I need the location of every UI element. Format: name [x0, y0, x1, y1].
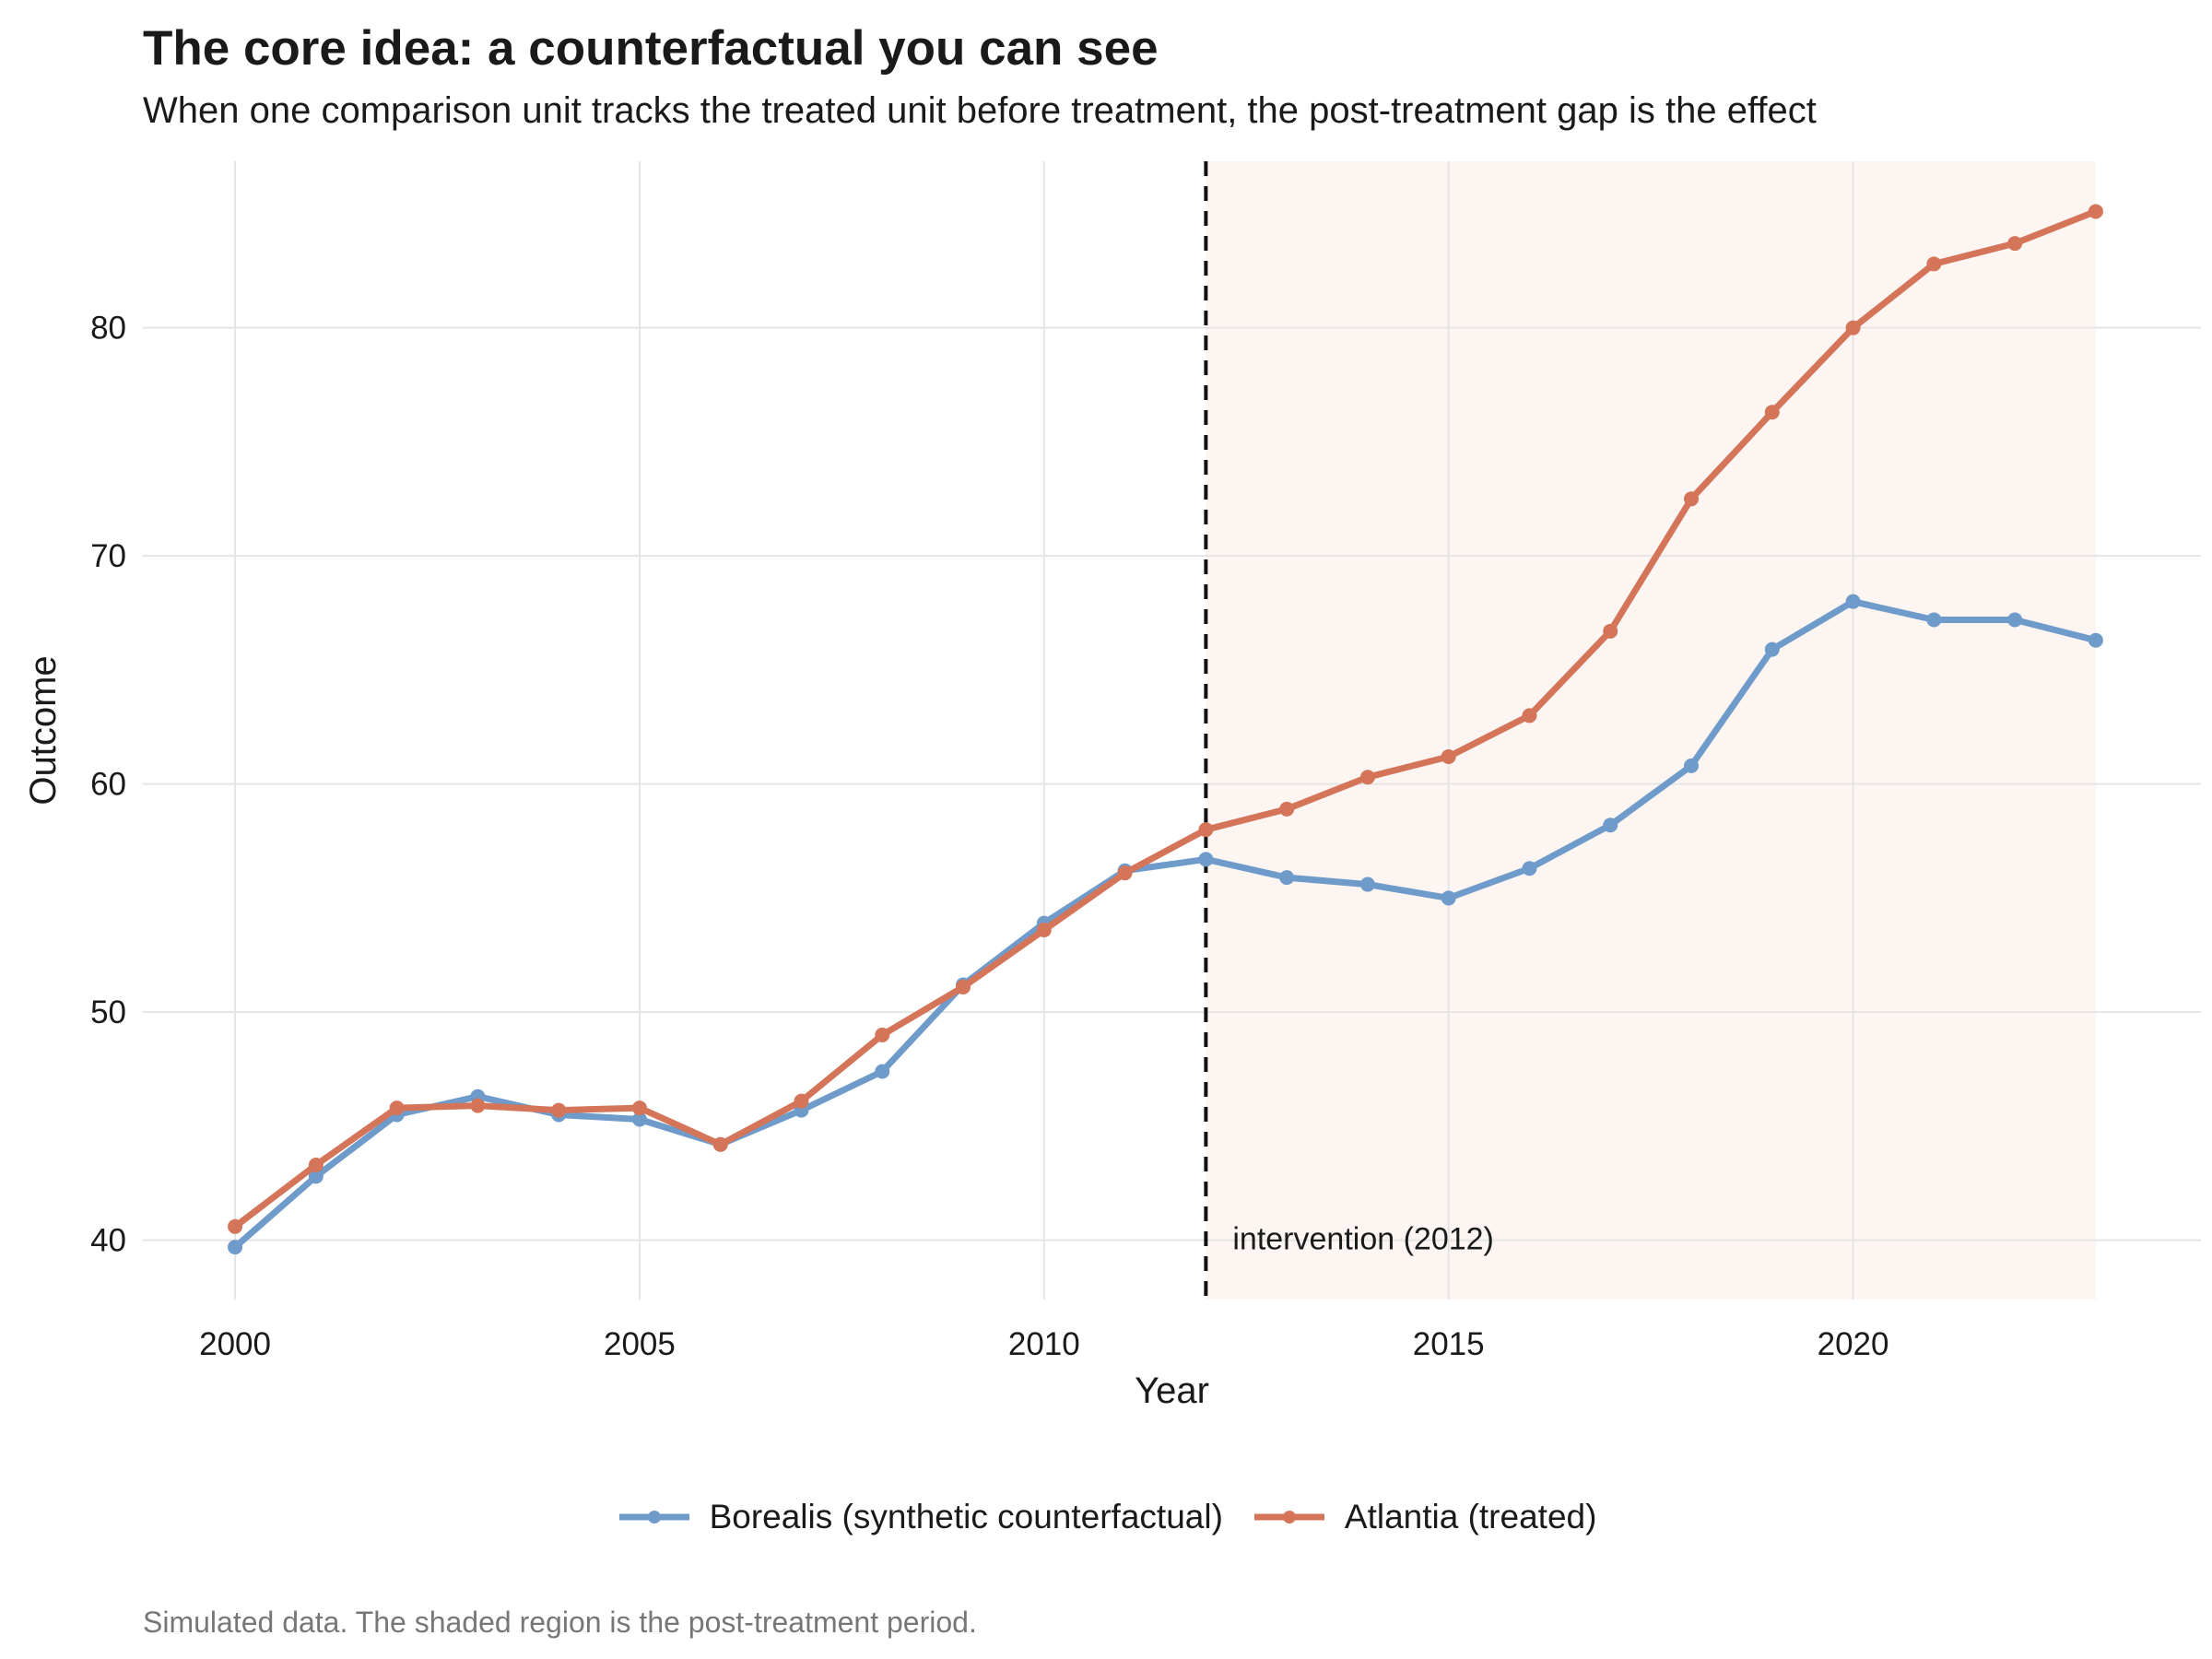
intervention-group: intervention (2012)	[1204, 161, 1494, 1300]
chart-caption: Simulated data. The shaded region is the…	[143, 1606, 977, 1639]
series-line-atlantia	[231, 207, 2100, 1230]
data-point-atlantia	[228, 1218, 243, 1234]
x-tick-label: 2000	[199, 1326, 271, 1362]
data-point-borealis	[308, 1169, 324, 1184]
legend-key-borealis	[618, 1511, 689, 1524]
x-tick-label: 2010	[1008, 1326, 1080, 1362]
data-point-atlantia	[712, 1136, 728, 1152]
data-point-borealis	[1603, 818, 1618, 833]
legend-key-atlantia	[1253, 1511, 1324, 1524]
data-point-atlantia	[1198, 822, 1214, 838]
data-point-borealis	[1684, 758, 1700, 773]
chart-title: The core idea: a counterfactual you can …	[143, 21, 1159, 76]
data-point-atlantia	[1764, 405, 1780, 420]
x-tick-label: 2015	[1413, 1326, 1485, 1362]
data-point-borealis	[1198, 852, 1214, 867]
data-point-borealis	[1845, 594, 1861, 609]
data-point-borealis	[875, 1064, 890, 1079]
data-point-atlantia	[1603, 623, 1618, 639]
data-point-atlantia	[389, 1100, 405, 1116]
legend-item-atlantia: Atlantia (treated)	[1251, 1498, 1597, 1536]
data-point-borealis	[228, 1240, 243, 1255]
data-point-atlantia	[794, 1093, 809, 1109]
x-tick-label: 2020	[1818, 1326, 1889, 1362]
data-point-atlantia	[1684, 491, 1700, 507]
data-point-atlantia	[1117, 865, 1133, 881]
y-tick-label: 70	[90, 538, 126, 574]
line-chart: intervention (2012) 2000 2005 2010 2015 2020…	[23, 161, 2201, 1411]
data-point-borealis	[1279, 870, 1295, 886]
legend-label-borealis: Borealis (synthetic counterfactual)	[709, 1498, 1223, 1535]
y-tick-label: 50	[90, 994, 126, 1030]
data-point-atlantia	[2088, 204, 2103, 219]
data-point-atlantia	[551, 1102, 567, 1118]
data-point-borealis	[1441, 890, 1456, 906]
legend-label-atlantia: Atlantia (treated)	[1344, 1498, 1597, 1535]
y-axis-label: Outcome	[23, 655, 64, 805]
legend: Borealis (synthetic counterfactual) Atla…	[0, 1498, 2212, 1536]
data-point-atlantia	[1036, 923, 1052, 938]
data-point-atlantia	[875, 1027, 890, 1042]
data-point-atlantia	[1926, 256, 1942, 272]
legend-item-borealis: Borealis (synthetic counterfactual)	[616, 1498, 1223, 1536]
data-point-borealis	[2088, 632, 2103, 648]
post-treatment-shade	[1206, 161, 2096, 1300]
data-point-atlantia	[1522, 708, 1537, 724]
data-point-atlantia	[1279, 801, 1295, 817]
data-point-borealis	[1926, 612, 1942, 628]
x-axis-label: Year	[1135, 1371, 1209, 1411]
x-tick-label: 2005	[604, 1326, 676, 1362]
data-point-borealis	[631, 1112, 647, 1127]
data-point-atlantia	[470, 1098, 486, 1113]
axes-group: 2000 2005 2010 2015 2020 40 50 60 70 80 Year Outcom…	[23, 311, 1889, 1411]
data-point-atlantia	[308, 1157, 324, 1172]
data-point-borealis	[1359, 877, 1375, 892]
y-tick-label: 80	[90, 311, 126, 347]
legend-marker-borealis	[647, 1511, 661, 1524]
data-point-borealis	[2007, 612, 2023, 628]
grid-group	[143, 161, 2201, 1300]
data-point-atlantia	[1359, 770, 1375, 785]
y-tick-label: 60	[90, 767, 126, 803]
data-point-atlantia	[631, 1100, 647, 1116]
data-point-atlantia	[2007, 236, 2023, 252]
legend-marker-atlantia	[1282, 1511, 1296, 1524]
series-group	[228, 204, 2103, 1255]
y-tick-label: 40	[90, 1223, 126, 1259]
chart-subtitle: When one comparison unit tracks the trea…	[143, 90, 1817, 131]
post-treatment-shade-group	[1206, 161, 2096, 1300]
data-point-borealis	[1764, 641, 1780, 657]
intervention-label: intervention (2012)	[1232, 1222, 1494, 1257]
data-point-borealis	[1522, 861, 1537, 877]
data-point-atlantia	[1441, 748, 1456, 764]
data-point-atlantia	[956, 979, 971, 994]
data-point-atlantia	[1845, 320, 1861, 335]
